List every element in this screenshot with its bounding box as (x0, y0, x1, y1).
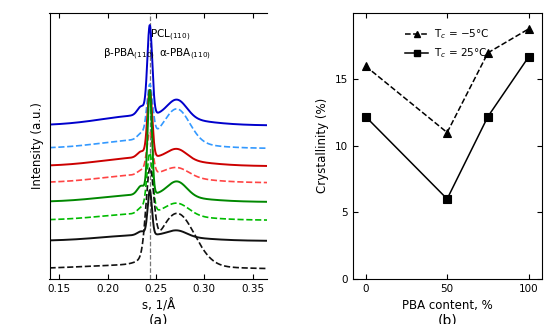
Legend: T$_c$ = −5°C, T$_c$ = 25°C: T$_c$ = −5°C, T$_c$ = 25°C (402, 23, 493, 64)
Text: (b): (b) (437, 313, 457, 324)
Text: β-PBA$_{(110)}$: β-PBA$_{(110)}$ (103, 47, 155, 62)
Y-axis label: Crystallinity (%): Crystallinity (%) (316, 98, 329, 193)
Text: PCL$_{(110)}$: PCL$_{(110)}$ (150, 27, 190, 43)
X-axis label: PBA content, %: PBA content, % (402, 299, 492, 312)
X-axis label: s, 1/Å: s, 1/Å (142, 299, 175, 313)
Text: (a): (a) (148, 313, 168, 324)
Text: α-PBA$_{(110)}$: α-PBA$_{(110)}$ (159, 47, 211, 62)
Y-axis label: Intensity (a.u.): Intensity (a.u.) (31, 102, 44, 189)
